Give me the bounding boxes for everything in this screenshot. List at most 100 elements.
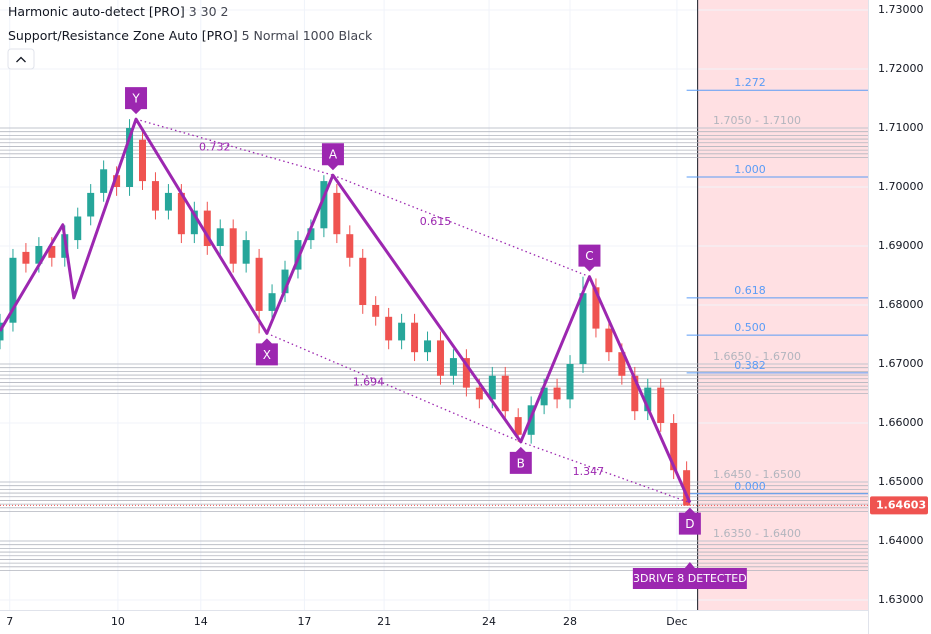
- x-tick-label: 28: [563, 615, 577, 628]
- ratio-line: [266, 332, 522, 443]
- point-label: A: [329, 148, 338, 162]
- point-label: D: [685, 517, 694, 531]
- point-marker: [578, 244, 601, 272]
- candle-body: [359, 257, 367, 305]
- point-marker: [678, 507, 701, 535]
- candle-body: [74, 216, 82, 241]
- last-price-label: 1.64603: [876, 498, 926, 511]
- y-tick-label: 1.66000: [878, 416, 924, 429]
- candle-body: [139, 139, 147, 182]
- candle-body: [631, 375, 639, 412]
- candle-body: [488, 375, 496, 400]
- candle-body: [320, 181, 328, 229]
- candle-body: [372, 305, 380, 317]
- indicator-name: Support/Resistance Zone Auto [PRO]: [8, 28, 238, 43]
- candle-body: [683, 470, 691, 506]
- y-tick-label: 1.72000: [878, 62, 924, 75]
- x-tick-label: Dec: [666, 615, 687, 628]
- y-tick-label: 1.68000: [878, 298, 924, 311]
- last-price-box: [870, 496, 928, 515]
- candle-body: [618, 352, 626, 376]
- y-tick-label: 1.71000: [878, 121, 924, 134]
- candle-body: [35, 246, 43, 264]
- point-marker: [125, 87, 148, 115]
- candle-body: [449, 358, 457, 376]
- ratio-label: 0.615: [420, 215, 452, 228]
- candle-body: [566, 364, 574, 400]
- candle-body: [501, 375, 509, 412]
- candle-body: [592, 287, 600, 329]
- point-label: B: [517, 456, 525, 470]
- zone-label: 1.6450 - 1.6500: [713, 468, 801, 481]
- point-label: Y: [131, 92, 140, 106]
- candle-body: [307, 228, 315, 241]
- candle-body: [346, 234, 354, 258]
- collapse-button[interactable]: [7, 48, 35, 70]
- fib-label: 1.272: [734, 76, 766, 89]
- pattern-line: [0, 117, 692, 504]
- candle-body: [475, 387, 483, 400]
- point-marker: [321, 143, 344, 171]
- candle-body: [411, 322, 419, 353]
- candle-body: [670, 423, 678, 471]
- indicator-1: Harmonic auto-detect [PRO] 3 30 2: [8, 4, 228, 19]
- x-tick-label: 10: [111, 615, 125, 628]
- candle-body: [22, 251, 30, 264]
- candle-body: [605, 328, 613, 353]
- point-marker: [255, 338, 278, 366]
- y-tick-label: 1.69000: [878, 239, 924, 252]
- candle-body: [242, 240, 250, 264]
- y-tick-label: 1.63000: [878, 593, 924, 606]
- fib-label: 0.500: [734, 321, 766, 334]
- zone-label: 1.7050 - 1.7100: [713, 114, 801, 127]
- candle-body: [398, 322, 406, 341]
- candle-body: [294, 240, 302, 270]
- x-tick-label: 7: [6, 615, 13, 628]
- candle-body: [424, 340, 432, 353]
- candle-body: [281, 269, 289, 294]
- badge-box: [632, 562, 747, 589]
- point-label: X: [263, 348, 271, 362]
- ratio-label: 1.347: [573, 465, 605, 478]
- x-tick-label: 17: [297, 615, 311, 628]
- x-tick-label: 14: [194, 615, 208, 628]
- x-tick-label: 24: [482, 615, 496, 628]
- indicator-params: 3 30 2: [189, 4, 229, 19]
- zone-label: 1.6650 - 1.6700: [713, 350, 801, 363]
- ratio-line: [520, 441, 691, 504]
- candle-body: [164, 192, 172, 211]
- candle-body: [9, 257, 17, 323]
- candle-body: [190, 210, 198, 235]
- point-marker: [509, 446, 532, 474]
- y-tick-label: 1.65000: [878, 475, 924, 488]
- y-tick-label: 1.73000: [878, 3, 924, 16]
- fib-label: 0.000: [734, 480, 766, 493]
- ratio-label: 1.694: [353, 376, 385, 389]
- candle-body: [229, 228, 237, 264]
- candle-body: [48, 246, 56, 258]
- indicator-2: Support/Resistance Zone Auto [PRO] 5 Nor…: [8, 28, 373, 43]
- candle-body: [203, 210, 211, 246]
- y-tick-label: 1.70000: [878, 180, 924, 193]
- candle-body: [268, 293, 276, 311]
- candle-body: [553, 387, 561, 400]
- fib-label: 1.000: [734, 163, 766, 176]
- ratio-line: [332, 174, 590, 278]
- candle-body: [644, 387, 652, 412]
- y-tick-label: 1.67000: [878, 357, 924, 370]
- candle-body: [100, 169, 108, 193]
- candle-body: [113, 175, 121, 187]
- candle-body: [436, 340, 444, 376]
- candle-body: [514, 417, 522, 435]
- candle-body: [0, 322, 4, 341]
- ratio-label: 0.732: [199, 141, 231, 154]
- candle-body: [151, 181, 159, 211]
- badge-label: 3DRIVE 8 DETECTED: [633, 572, 747, 585]
- candle-body: [255, 257, 263, 311]
- indicator-params: 5 Normal 1000 Black: [242, 28, 373, 43]
- zone-label: 1.6350 - 1.6400: [713, 527, 801, 540]
- candle-body: [126, 128, 134, 187]
- candle-body: [177, 192, 185, 235]
- candle-body: [385, 316, 393, 341]
